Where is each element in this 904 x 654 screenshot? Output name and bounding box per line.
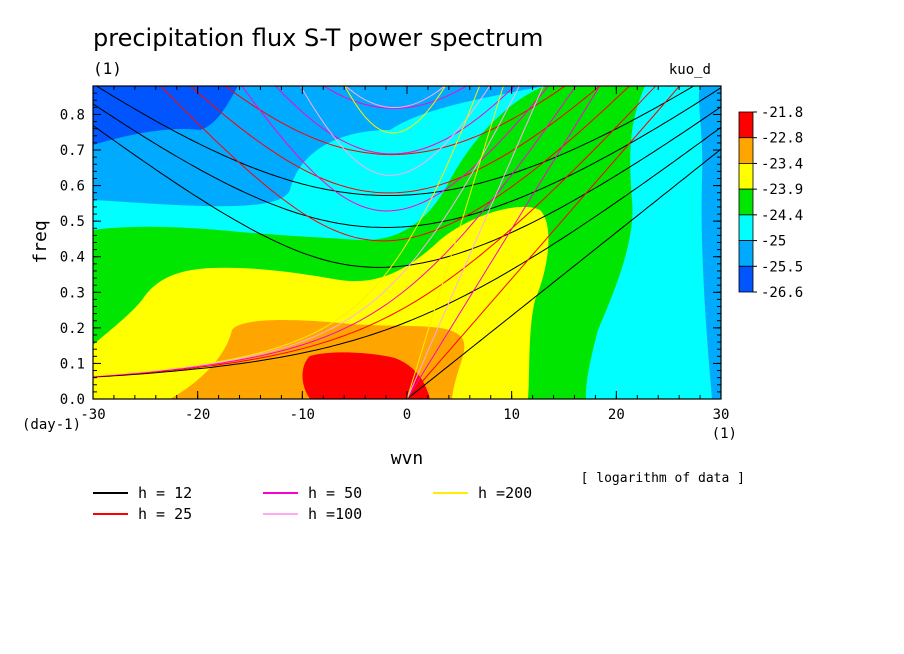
inertio-gravity-curve-n1	[160, 86, 631, 242]
level-22.8-region	[302, 352, 430, 399]
colorbar-label: -25	[761, 234, 786, 250]
y-unit-label: (day-1)	[22, 417, 81, 433]
legend-label: h =100	[308, 505, 362, 523]
mrg-wave-curve	[93, 86, 481, 377]
colorbar-label: -23.4	[761, 156, 803, 172]
x-tick-label: 10	[503, 407, 520, 423]
mrg-wave-curve	[93, 86, 577, 377]
x-tick-label: 30	[713, 407, 730, 423]
colorbar-swatch	[738, 265, 754, 293]
y-tick-label: 0.6	[60, 179, 85, 195]
colorbar-label: -25.5	[761, 259, 803, 275]
kelvin-wave-curve	[406, 86, 544, 399]
y-tick-label: 0.2	[60, 321, 85, 337]
inertio-gravity-curve-n2	[93, 87, 721, 229]
legend-label: h = 12	[138, 484, 192, 502]
colorbar-swatch	[738, 214, 754, 241]
chart-title: precipitation flux S-T power spectrum	[93, 24, 543, 52]
x-axis: -30 -20 -10 0 10 20 30	[80, 86, 729, 423]
y-axis: 0.0 0.1 0.2 0.3 0.4 0.5 0.6 0.7 0.8	[60, 85, 721, 408]
y-tick-label: 0.0	[60, 392, 85, 408]
colorbar-label: -26.6	[761, 285, 803, 301]
y-tick-label: 0.1	[60, 356, 85, 372]
inertio-gravity-curve-n1	[241, 86, 549, 212]
colorbar-swatch	[738, 111, 754, 139]
colorbar: -21.8 -22.8 -23.4 -23.9 -24.4 -25 -25.5 -26.6	[738, 105, 803, 301]
legend-label: h = 25	[138, 505, 192, 523]
subtitle-left: (1)	[93, 59, 122, 78]
y-tick-label: 0.8	[60, 107, 85, 123]
level-25.5-region-right	[698, 86, 721, 399]
inertio-gravity-curve-n1	[299, 86, 491, 176]
x-tick-label: -10	[290, 407, 315, 423]
x-axis-label: wvn	[391, 448, 424, 469]
kelvin-wave-curve	[406, 148, 721, 399]
x-tick-label: 0	[403, 407, 411, 423]
mrg-wave-curve	[93, 86, 657, 378]
inertio-gravity-curve-n3	[224, 86, 566, 156]
contour-field	[93, 86, 721, 399]
x-tick-label: 20	[608, 407, 625, 423]
y-tick-label: 0.3	[60, 285, 85, 301]
legend-label: h =200	[478, 484, 532, 502]
inertio-gravity-curve-n3	[322, 86, 468, 109]
subtitle-right: kuo_d	[669, 62, 711, 78]
y-tick-label: 0.5	[60, 214, 85, 230]
legend: h = 12 h = 25 h = 50 h =100 h =200	[93, 484, 532, 523]
dispersion-curves	[93, 86, 721, 399]
x-tick-label: -20	[185, 407, 210, 423]
colorbar-swatch	[738, 137, 754, 164]
kelvin-wave-curve	[406, 86, 504, 399]
colorbar-swatch	[738, 163, 754, 190]
y-tick-label: 0.7	[60, 143, 85, 159]
level-26.6-region	[93, 86, 238, 145]
mrg-wave-curve	[93, 86, 520, 377]
kelvin-wave-curve	[406, 86, 601, 399]
inertio-gravity-curve-n2	[274, 86, 516, 155]
y-axis-label: freq	[30, 220, 51, 263]
colorbar-label: -23.9	[761, 182, 803, 198]
inertio-gravity-curve-n1	[344, 86, 446, 134]
legend-label: h = 50	[308, 484, 362, 502]
y-tick-label: 0.4	[60, 250, 85, 266]
mrg-wave-curve	[93, 126, 721, 378]
x-tick-label: -30	[80, 407, 105, 423]
colorbar-label: -21.8	[761, 105, 803, 121]
inertio-gravity-curve-n2	[344, 86, 446, 108]
colorbar-swatch	[738, 240, 754, 267]
colorbar-label: -24.4	[761, 208, 803, 224]
kelvin-wave-curve	[406, 86, 681, 399]
colorbar-swatch	[738, 188, 754, 216]
inertio-gravity-curve-n3	[95, 86, 695, 196]
colorbar-label: -22.8	[761, 131, 803, 147]
x-unit-label: (1)	[712, 426, 737, 442]
inertio-gravity-curve-n1	[93, 106, 721, 268]
log-note: [ logarithm of data ]	[581, 471, 745, 486]
